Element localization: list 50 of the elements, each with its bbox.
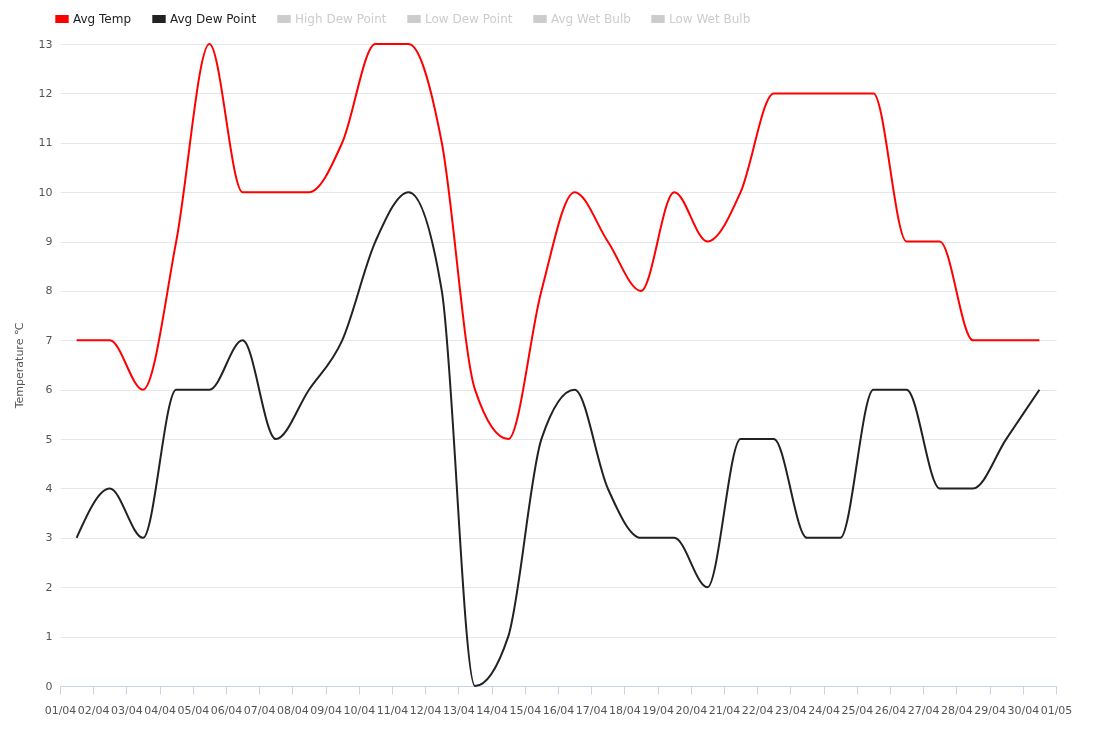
x-tick-label: 09/04 [310, 703, 342, 717]
x-tick-label: 23/04 [775, 703, 807, 717]
y-tick-label: 6 [45, 383, 53, 397]
x-tick-label: 15/04 [509, 703, 542, 717]
legend-label: Avg Dew Point [170, 12, 257, 26]
x-tick-label: 25/04 [841, 703, 874, 717]
x-tick-label: 05/04 [177, 703, 210, 717]
y-tick-label: 7 [45, 333, 53, 347]
x-tick-label: 22/04 [741, 703, 774, 717]
y-tick-label: 2 [45, 580, 53, 594]
x-tick-label: 29/04 [974, 703, 1006, 717]
y-tick-label: 12 [38, 86, 53, 100]
x-tick-label: 21/04 [708, 703, 741, 717]
x-tick-label: 01/04 [44, 703, 77, 717]
x-tick-label: 19/04 [642, 703, 674, 717]
y-tick-label: 11 [38, 136, 53, 150]
x-tick-label: 30/04 [1007, 703, 1040, 717]
x-tick-label: 16/04 [542, 703, 575, 717]
x-tick-label: 24/04 [808, 703, 840, 717]
y-tick-label: 13 [38, 37, 53, 51]
y-tick-label: 4 [45, 481, 53, 495]
x-tick-label: 18/04 [609, 703, 641, 717]
x-tick-label: 10/04 [343, 703, 376, 717]
x-tick-label: 03/04 [111, 703, 143, 717]
x-tick-label: 04/04 [144, 703, 176, 717]
x-tick-label: 28/04 [941, 703, 973, 717]
x-tick-label: 11/04 [376, 703, 409, 717]
x-tick-label: 02/04 [77, 703, 110, 717]
x-tick-label: 14/04 [476, 703, 508, 717]
y-axis-title: Temperature ℃ [12, 322, 26, 410]
legend-label: Avg Temp [73, 12, 132, 26]
x-tick-label: 06/04 [210, 703, 243, 717]
x-tick-label: 13/04 [443, 703, 475, 717]
line-series [75, 191, 1041, 687]
y-tick-label: 9 [45, 235, 53, 249]
x-tick-label: 27/04 [907, 703, 940, 717]
line-series [75, 43, 1041, 441]
x-tick-label: 20/04 [675, 703, 708, 717]
x-tick-label: 08/04 [277, 703, 309, 717]
y-tick-label: 5 [45, 432, 53, 446]
y-tick-label: 1 [45, 630, 53, 644]
x-tick-label: 17/04 [575, 703, 608, 717]
y-tick-label: 3 [45, 531, 53, 545]
x-tick-label: 12/04 [409, 703, 442, 717]
y-tick-label: 0 [45, 679, 53, 693]
x-tick-label: 26/04 [874, 703, 907, 717]
y-tick-label: 8 [45, 284, 53, 298]
y-tick-label: 10 [38, 185, 53, 199]
x-tick-label: 07/04 [243, 703, 276, 717]
x-tick-label: 01/05 [1040, 703, 1073, 717]
